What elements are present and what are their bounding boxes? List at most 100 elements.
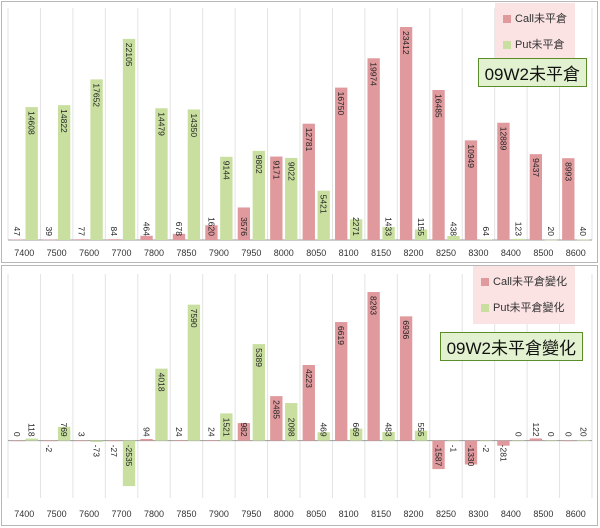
x-tick-label: 7950: [241, 509, 261, 519]
data-label: 118: [27, 423, 37, 437]
put-bar: [512, 440, 525, 442]
put-bar: [382, 226, 395, 240]
data-label: 2271: [351, 217, 361, 236]
call-bar: [529, 438, 543, 441]
data-label: 438: [448, 222, 458, 236]
call-bar: [302, 364, 315, 441]
call-bar: [302, 123, 315, 240]
data-label: 22105: [124, 43, 134, 67]
put-bar: [57, 105, 71, 240]
open-interest-chart: 47 14608 7400 39 14822 7500 77 17652 7600 84 22105…: [7, 8, 593, 258]
chart-panel-open-interest-change: 0 118 7400 -2 769 7500 3 -73 7600 -27 -2535 7700 94 4…: [1, 265, 598, 526]
data-label: 669: [351, 422, 361, 436]
put-bar: [187, 304, 201, 441]
data-label: 0: [563, 432, 573, 437]
call-bar: [107, 440, 121, 442]
call-bar: [464, 440, 478, 465]
call-bar: [237, 423, 251, 441]
data-label: 20: [578, 427, 588, 437]
data-label: 0: [546, 432, 556, 437]
data-label: 769: [59, 422, 69, 436]
x-tick-label: 7700: [112, 248, 132, 258]
data-label: 84: [109, 227, 119, 237]
data-label: 2485: [271, 400, 281, 419]
put-bar: [382, 432, 395, 441]
data-label: 19974: [369, 62, 379, 86]
x-tick-label: 7800: [144, 248, 164, 258]
put-bar: [447, 236, 460, 240]
x-tick-label: 8150: [371, 509, 391, 519]
put-bar: [317, 190, 330, 240]
put-bar: [544, 239, 557, 241]
data-label: 483: [384, 422, 394, 436]
data-label: 10949: [466, 144, 476, 168]
legend-label-put: Put未平倉: [515, 39, 565, 51]
data-label: 14822: [59, 109, 69, 133]
call-bar: [75, 239, 88, 240]
put-bar: [512, 238, 525, 240]
put-bar: [252, 344, 265, 441]
data-label: 3576: [239, 217, 249, 236]
data-label: 16485: [434, 94, 444, 118]
data-label: 5421: [319, 195, 329, 214]
put-bar: [122, 440, 136, 487]
call-bar: [562, 158, 575, 240]
call-bar: [367, 58, 380, 241]
data-label: 2098: [286, 418, 296, 437]
call-bar: [529, 154, 543, 240]
data-label: 122: [531, 422, 541, 436]
data-label: -1587: [434, 445, 444, 467]
data-label: 9022: [286, 162, 296, 181]
data-label: 7590: [189, 309, 199, 328]
call-bar: [43, 440, 56, 442]
put-bar: [577, 440, 590, 441]
put-bar: [57, 426, 71, 441]
put-bar: [349, 428, 363, 441]
put-bar: [577, 239, 590, 241]
data-label: -281: [498, 445, 508, 462]
call-bar: [335, 322, 348, 441]
put-bar: [414, 229, 428, 240]
put-bar: [317, 432, 330, 441]
data-label: 47: [12, 227, 22, 237]
data-label: 9802: [254, 155, 264, 174]
data-label: 555: [416, 422, 426, 436]
data-label: 982: [239, 422, 249, 436]
call-bar: [75, 440, 88, 442]
call-bar: [335, 87, 348, 240]
call-bar: [107, 239, 121, 240]
legend-item-call: Call未平倉: [503, 6, 567, 32]
data-label: 0: [513, 432, 523, 437]
call-bar: [270, 396, 283, 441]
call-bar: [205, 225, 218, 240]
x-tick-label: 8300: [468, 248, 488, 258]
put-bar: [155, 368, 168, 441]
put-change-swatch: [481, 304, 490, 312]
data-label: 9144: [221, 161, 231, 180]
legend-item-put: Put未平倉: [503, 32, 567, 58]
x-tick-label: 8150: [371, 248, 391, 258]
chart-title-open-interest: 09W2未平倉: [477, 58, 587, 87]
call-bar: [562, 440, 575, 442]
data-label: 1521: [221, 418, 231, 437]
put-bar: [414, 430, 428, 441]
x-tick-label: 8000: [274, 248, 294, 258]
call-bar: [367, 292, 380, 441]
x-tick-label: 7700: [112, 509, 132, 519]
put-bar: [155, 108, 168, 240]
chart-title-open-interest-change: 09W2未平倉變化: [439, 332, 583, 361]
x-tick-label: 7800: [144, 509, 164, 519]
put-bar: [285, 403, 298, 441]
data-label: -2: [481, 445, 491, 453]
x-tick-label: 7850: [176, 509, 196, 519]
x-tick-label: 8250: [436, 509, 456, 519]
data-label: 123: [513, 222, 523, 236]
x-tick-label: 7600: [79, 248, 99, 258]
data-label: -27: [109, 445, 119, 458]
data-label: 64: [481, 227, 491, 237]
data-label: 12781: [304, 128, 314, 152]
x-tick-label: 7900: [209, 248, 229, 258]
x-tick-label: 8100: [339, 248, 359, 258]
put-bar: [220, 413, 233, 441]
legend-item-put-change: Put未平倉變化: [481, 295, 567, 321]
